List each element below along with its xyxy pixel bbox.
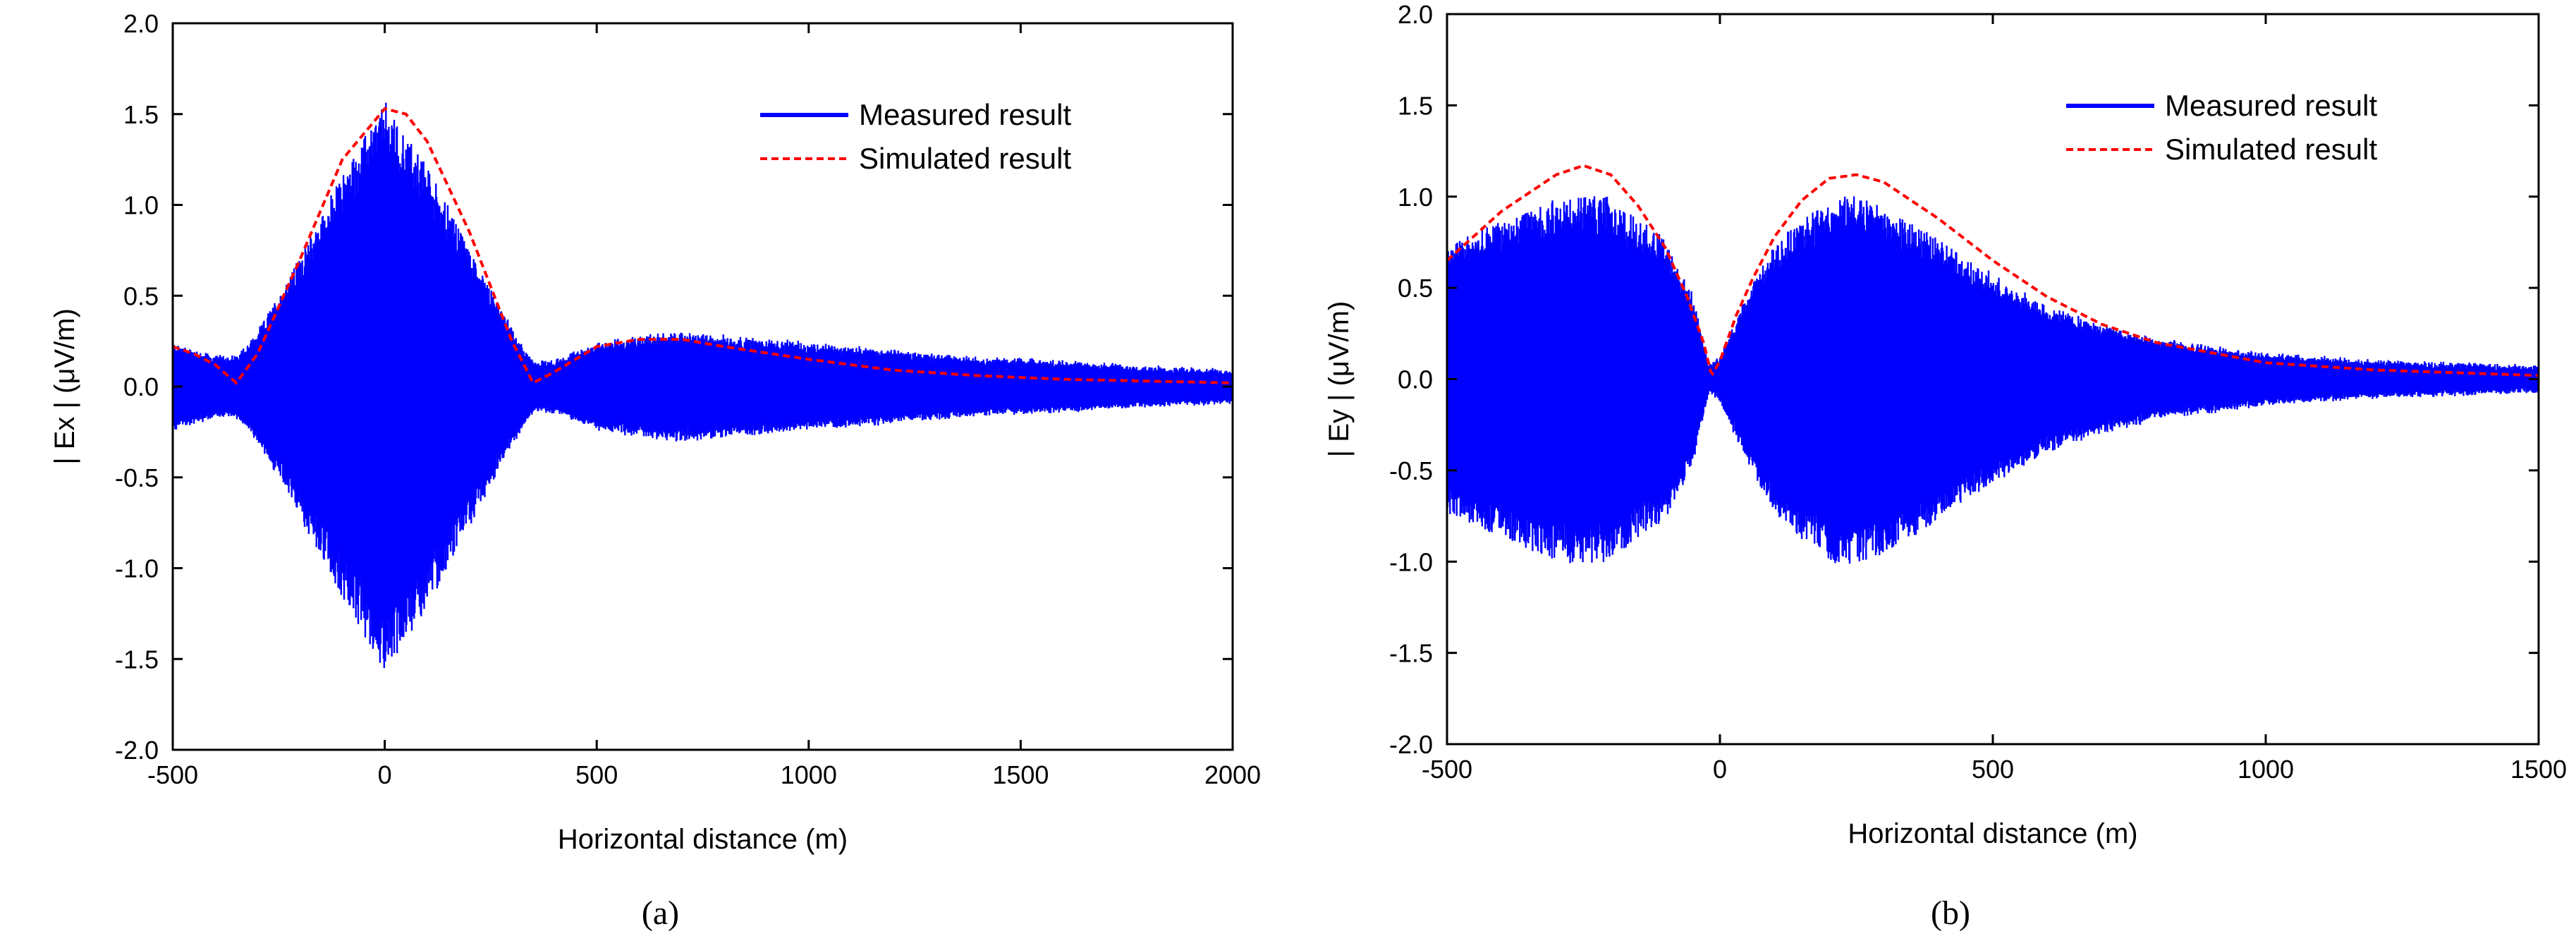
- y-tick-label: 1.0: [1398, 183, 1433, 212]
- panel-caption: (b): [1931, 894, 1970, 932]
- legend-label: Measured result: [859, 98, 1071, 131]
- x-tick-label: 500: [1972, 755, 2014, 784]
- chart-panel-a: -500 0 500 1000 1500 2000 -2.0 -1.5 -1.0 -0.5 0.0 0…: [49, 9, 1261, 932]
- y-tick-label: 0.5: [123, 281, 159, 310]
- series-measured: [1447, 196, 2539, 564]
- x-tick-label: 2000: [1204, 760, 1261, 789]
- y-tick-label: -0.5: [1389, 456, 1433, 485]
- y-axis-label: | Ey | (μV/m): [1324, 301, 1355, 458]
- y-tick-label: -2.0: [115, 736, 159, 765]
- y-tick-label: 0.0: [123, 372, 159, 401]
- legend-label: Simulated result: [859, 142, 1071, 175]
- series-simulated: [1447, 164, 2539, 377]
- series-simulated: [173, 107, 1233, 385]
- y-tick-label: -1.5: [1389, 639, 1433, 668]
- y-tick-label: -1.0: [1389, 547, 1433, 576]
- legend-label: Simulated result: [2165, 133, 2377, 166]
- x-axis-label: Horizontal distance (m): [558, 824, 848, 855]
- x-tick-label: -500: [1422, 755, 1472, 784]
- y-tick-label: 0.0: [1398, 365, 1433, 394]
- y-tick-label: -2.0: [1389, 730, 1433, 759]
- y-tick-label: -1.5: [115, 645, 159, 674]
- legend-label: Measured result: [2165, 89, 2377, 122]
- y-tick-label: 0.5: [1398, 274, 1433, 303]
- plot-area: [173, 102, 1233, 668]
- y-tick-label: 1.5: [1398, 91, 1433, 120]
- x-tick-label: 500: [575, 760, 618, 789]
- x-tick-label: 0: [1713, 755, 1727, 784]
- y-tick-label: 1.0: [123, 191, 159, 220]
- y-tick-label: -0.5: [115, 463, 159, 492]
- series-measured: [173, 102, 1233, 668]
- x-tick-label: 1000: [781, 760, 837, 789]
- x-tick-label: 0: [378, 760, 392, 789]
- x-tick-label: 1000: [2238, 755, 2294, 784]
- x-tick-label: 1500: [992, 760, 1049, 789]
- x-tick-label: 1500: [2510, 755, 2567, 784]
- plot-area: [1447, 164, 2539, 564]
- y-axis-label: | Ex | (μV/m): [49, 308, 80, 465]
- y-tick-label: 2.0: [123, 9, 159, 38]
- panel-caption: (a): [642, 894, 679, 932]
- y-tick-label: 1.5: [123, 100, 159, 129]
- x-tick-label: -500: [147, 760, 198, 789]
- x-axis-label: Horizontal distance (m): [1848, 818, 2137, 849]
- y-tick-label: -1.0: [115, 554, 159, 583]
- y-tick-label: 2.0: [1398, 0, 1433, 29]
- chart-panel-b: -500 0 500 1000 1500 -2.0 -1.5 -1.0 -0.5 0.0 0.5 1.…: [1324, 0, 2567, 932]
